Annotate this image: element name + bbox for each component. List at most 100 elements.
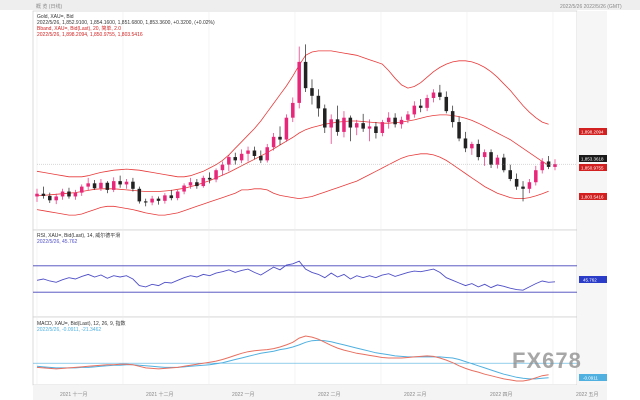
- candle-body: [354, 123, 359, 128]
- candle-body: [450, 111, 455, 123]
- candle-body: [470, 143, 474, 149]
- price-tag: 1,853.3618: [579, 155, 607, 162]
- candle-body: [553, 164, 557, 167]
- candle-body: [367, 126, 372, 129]
- candle-body: [92, 183, 97, 189]
- candle-body: [323, 108, 327, 128]
- candle-body: [111, 181, 116, 190]
- candle-body: [265, 147, 269, 161]
- candle-body: [514, 178, 519, 187]
- x-axis-tick-label: 2022 二月: [318, 392, 341, 398]
- candle-body: [214, 170, 218, 180]
- bband-lower-line: [36, 153, 549, 216]
- candle-body: [131, 181, 135, 189]
- x-axis-band: [33, 385, 607, 400]
- candle-body: [502, 157, 506, 171]
- x-axis-tick-label: 2021 十二月: [146, 391, 174, 398]
- candle-body: [425, 97, 429, 108]
- candle-body: [86, 183, 90, 187]
- bband-upper-line: [36, 50, 549, 178]
- top-bar-left-label: 概 览 (日线): [36, 3, 62, 10]
- candle-body: [540, 161, 544, 171]
- rsi-legend-line2: 2022/5/26, 45.762: [37, 239, 78, 245]
- candle-body: [67, 191, 71, 197]
- candle-body: [329, 119, 333, 128]
- bband-legend-line2: 2022/5/26, 1,898.2094, 1,850.9755, 1,803…: [37, 32, 143, 38]
- upper-band-tag-text: 1,898.2094: [581, 130, 604, 135]
- candle-body: [418, 105, 423, 108]
- candlesticks: [35, 44, 577, 207]
- candle-body: [482, 152, 487, 158]
- candle-body: [48, 195, 52, 201]
- lower-band-tag: 1,803.5416: [579, 193, 607, 200]
- candle-body: [201, 177, 206, 187]
- candle-body: [297, 61, 301, 103]
- candle-body: [476, 143, 481, 158]
- macd-legend-line2: 2022/5/26, -0.0911, -21.3462: [37, 327, 101, 333]
- candle-body: [271, 136, 276, 148]
- candle-body: [163, 195, 167, 201]
- candle-body: [99, 182, 103, 189]
- watermark-logo: FX678: [512, 348, 582, 373]
- candle-body: [41, 193, 46, 196]
- x-axis: 2021 十一月 2021 十二月 2022 一月 2022 二月 2022 三月 202…: [60, 391, 599, 398]
- candle-body: [444, 96, 449, 112]
- grid-layer: [36, 12, 554, 385]
- candle-body: [150, 198, 154, 203]
- candle-body: [60, 191, 65, 197]
- rsi-panel: [32, 229, 578, 318]
- candle-body: [259, 155, 263, 161]
- candle-body: [412, 105, 417, 115]
- candle-body: [534, 170, 538, 183]
- candle-body: [335, 119, 340, 132]
- candle-body: [361, 123, 365, 129]
- candle-body: [463, 138, 468, 149]
- x-axis-tick-label: 2022 四月: [490, 392, 513, 398]
- candle-body: [374, 126, 378, 133]
- rsi-line: [36, 260, 556, 291]
- candle-body: [169, 195, 174, 199]
- candle-body: [246, 150, 250, 154]
- x-axis-tick-label: 2022 一月: [232, 392, 255, 398]
- bband-middle-line: [37, 114, 549, 196]
- candle-body: [508, 170, 512, 179]
- price-legend-line2: 2022/5/26, 1,852.9100, 1,854.1600, 1,851…: [37, 20, 215, 26]
- top-bar-right-label: 2022/5/26 2022/5/26 (GMT): [560, 4, 622, 10]
- candle-body: [303, 61, 308, 89]
- rsi-legend-line1: RSI, XAU=, Bid(Last), 14, 威尔德平滑: [37, 232, 120, 239]
- candle-body: [227, 157, 231, 165]
- candle-body: [137, 188, 142, 202]
- candle-body: [438, 92, 442, 97]
- bollinger-bands: [36, 50, 549, 216]
- candle-body: [195, 182, 199, 187]
- lower-band-tag-text: 1,803.5416: [581, 195, 604, 200]
- macd-value-tag: -0.0911: [579, 374, 607, 381]
- candle-body: [182, 185, 186, 192]
- x-axis-tick-label: 2022 五月: [576, 392, 599, 398]
- candle-body: [521, 186, 525, 189]
- candle-body: [35, 193, 39, 197]
- candle-body: [118, 181, 122, 185]
- candle-body: [393, 117, 397, 125]
- rsi-value-tag: 45.762: [579, 276, 607, 283]
- macd-line: [36, 335, 549, 382]
- candle-body: [406, 114, 410, 120]
- macd-panel: [32, 316, 578, 386]
- candle-body: [546, 161, 551, 167]
- price-panel: [32, 10, 578, 231]
- candle-body: [233, 157, 238, 161]
- candle-body: [431, 92, 436, 98]
- candle-body: [220, 164, 225, 171]
- candle-body: [284, 117, 289, 140]
- candle-body: [291, 102, 295, 118]
- macd-signal-line: [36, 339, 549, 380]
- candle-body: [348, 117, 353, 128]
- candle-body: [342, 117, 346, 132]
- candle-body: [527, 182, 532, 189]
- candle-body: [252, 150, 257, 156]
- rsi-value-tag-text: 45.762: [583, 278, 597, 283]
- rsi-plot: [33, 260, 577, 293]
- candle-body: [207, 177, 212, 180]
- upper-band-tag: 1,898.2094: [579, 128, 607, 135]
